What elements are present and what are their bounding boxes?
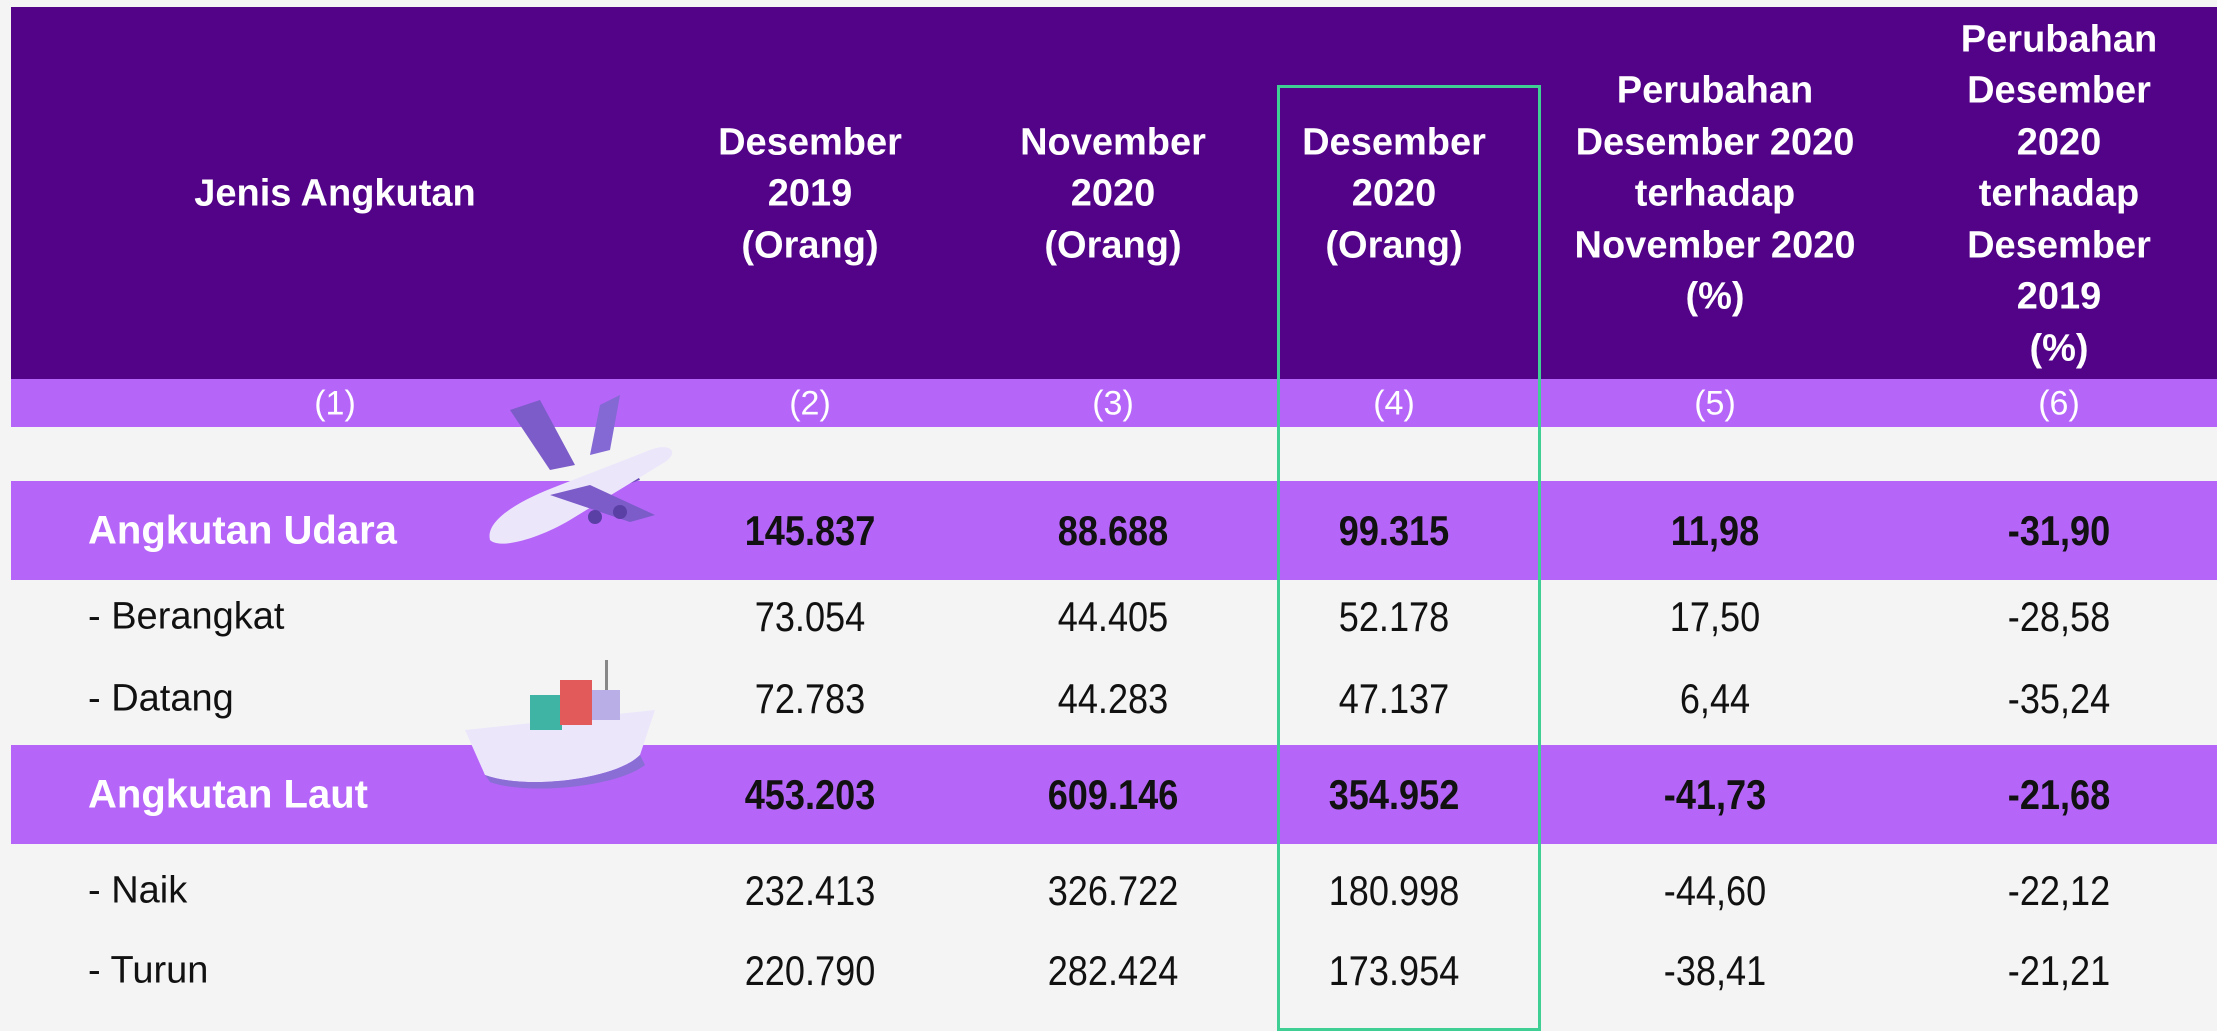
group-value: 99.315 — [1338, 507, 1450, 554]
header-line: terhadap — [1978, 172, 2140, 215]
group-band — [11, 745, 2217, 844]
column-number: (6) — [2038, 384, 2080, 423]
row-value: 180.998 — [1328, 867, 1460, 914]
header-line: 2019 — [767, 172, 853, 215]
header-line: (Orang) — [1044, 224, 1182, 266]
header-line: terhadap — [1634, 172, 1796, 215]
row-value: 220.790 — [744, 947, 876, 994]
header-line: Perubahan — [1616, 69, 1814, 112]
group-label: Angkutan Udara — [88, 508, 397, 553]
row-value: -44,60 — [1663, 867, 1767, 914]
header-band — [11, 7, 2217, 379]
row-label: - Naik — [88, 869, 188, 912]
header-line: Desember 2020 — [1575, 121, 1855, 163]
group-band — [11, 481, 2217, 580]
header-line: 2020 — [2016, 121, 2102, 163]
column-number: (3) — [1092, 384, 1134, 423]
row-value: 44.283 — [1057, 675, 1169, 722]
header-line: 2020 — [1351, 172, 1437, 215]
header-line: Desember — [1967, 224, 2151, 266]
group-value: 145.837 — [744, 507, 876, 554]
row-value: 47.137 — [1338, 675, 1450, 722]
header-line: (Orang) — [1325, 224, 1463, 266]
group-value: 354.952 — [1328, 771, 1460, 818]
header-line: 2020 — [1070, 172, 1156, 215]
row-value: 17,50 — [1669, 593, 1761, 640]
header-line: Desember — [1302, 121, 1486, 163]
group-label: Angkutan Laut — [88, 772, 368, 817]
header-line: Desember — [718, 121, 902, 163]
header-line: Perubahan — [1960, 18, 2158, 60]
row-label: - Turun — [88, 949, 209, 992]
row-label: - Berangkat — [88, 595, 285, 638]
row-value: 173.954 — [1328, 947, 1460, 994]
header-line: Jenis Angkutan — [194, 172, 476, 215]
row-value: -22,12 — [2007, 867, 2111, 914]
group-value: 609.146 — [1047, 771, 1179, 818]
row-value: 232.413 — [744, 867, 876, 914]
column-number-band — [11, 379, 2217, 427]
column-number: (1) — [314, 384, 356, 423]
row-value: 73.054 — [754, 593, 866, 640]
header-line: November — [1020, 121, 1206, 163]
ship-icon — [465, 660, 655, 789]
row-value: 6,44 — [1679, 675, 1751, 722]
header-line: (%) — [2029, 327, 2089, 369]
plane-icon — [489, 395, 673, 544]
header-line: Desember — [1967, 69, 2151, 112]
group-value: 11,98 — [1670, 507, 1760, 554]
row-label: - Datang — [88, 677, 234, 720]
group-value: 88.688 — [1057, 507, 1169, 554]
row-value: 44.405 — [1057, 593, 1169, 640]
header-line: (%) — [1685, 275, 1745, 318]
group-value: -31,90 — [2007, 507, 2111, 554]
header-line: (Orang) — [741, 224, 879, 266]
column-number: (5) — [1694, 384, 1736, 423]
row-value: -35,24 — [2007, 675, 2111, 722]
row-value: -21,21 — [2007, 947, 2111, 994]
group-value: 453.203 — [744, 771, 876, 818]
column-number: (2) — [789, 384, 831, 423]
header-line: November 2020 — [1574, 224, 1856, 266]
column-number: (4) — [1373, 384, 1415, 423]
row-value: -38,41 — [1663, 947, 1767, 994]
page: {"table": { "headers": [ ["Jenis Angkuta… — [11, 7, 2217, 1031]
group-value: -21,68 — [2007, 771, 2111, 818]
row-value: 326.722 — [1047, 867, 1179, 914]
row-value: 72.783 — [754, 675, 866, 722]
header-line: 2019 — [2016, 275, 2102, 318]
group-value: -41,73 — [1663, 771, 1767, 818]
row-value: -28,58 — [2007, 593, 2111, 640]
row-value: 52.178 — [1338, 593, 1450, 640]
row-value: 282.424 — [1047, 947, 1179, 994]
